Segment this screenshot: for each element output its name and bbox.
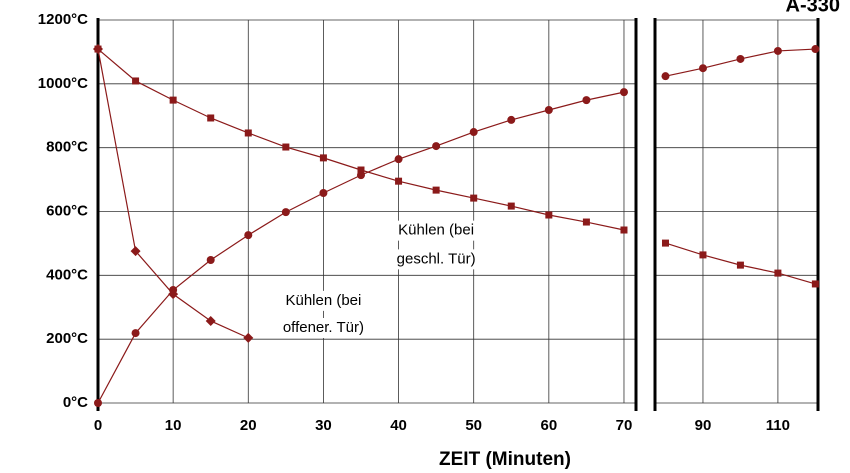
marker [545,211,553,219]
x-axis-label: ZEIT (Minuten) [439,449,571,470]
x-tick-label: 10 [165,417,182,434]
annotation-bg [378,220,495,241]
marker [698,64,707,73]
annotation: Kühlen (bei [285,292,361,309]
marker [244,231,253,240]
marker [582,96,591,105]
marker [736,261,744,269]
marker [205,315,216,326]
marker [131,329,140,338]
marker [811,280,819,288]
annotation: offener. Tür) [283,319,364,336]
marker [319,188,328,197]
marker [207,114,215,122]
y-tick-label: 800°C [46,139,88,156]
x-tick-label: 60 [540,417,557,434]
marker [774,269,782,277]
marker [544,106,553,115]
marker [661,239,669,247]
x-tick-label: 70 [616,417,633,434]
y-tick-label: 1200°C [38,11,88,28]
marker [93,44,103,55]
marker [811,45,820,54]
marker [168,289,179,300]
marker [394,155,403,164]
x-tick-label: 0 [94,417,102,434]
marker [243,332,254,343]
x-tick-label: 40 [390,417,407,434]
annotation-bg [378,249,495,270]
annotation-bg [265,317,382,338]
x-tick-label: 20 [240,417,257,434]
marker [619,88,628,97]
marker [281,208,290,217]
annotation: geschl. Tür) [397,250,476,267]
marker [94,399,102,407]
y-tick-label: 1000°C [38,75,88,92]
y-tick-label: 600°C [46,202,88,219]
marker [130,246,141,257]
marker [582,218,590,226]
marker [169,96,177,104]
y-tick-label: 0°C [63,394,88,411]
marker [507,115,516,124]
marker [432,142,441,151]
marker [132,77,140,85]
x-tick-label: 90 [695,417,712,434]
marker [507,202,515,210]
y-tick-label: 400°C [46,266,88,283]
marker [319,154,327,162]
marker [736,54,745,63]
chart-title: A-330 [786,0,840,16]
marker [470,194,478,202]
marker [244,129,252,137]
marker [432,186,440,194]
series-line [97,48,625,231]
marker [357,166,365,174]
marker [620,226,628,234]
x-tick-label: 30 [315,417,332,434]
marker [395,177,403,185]
marker [206,256,215,265]
annotation-bg [265,290,382,311]
marker [699,251,707,259]
marker [773,46,782,55]
y-tick-label: 200°C [46,330,88,347]
marker [661,72,670,81]
x-tick-label: 50 [465,417,482,434]
series-line [97,91,625,404]
annotation: Kühlen (bei [398,222,474,239]
marker [469,128,478,137]
marker [282,143,290,151]
x-tick-label: 110 [766,417,790,434]
